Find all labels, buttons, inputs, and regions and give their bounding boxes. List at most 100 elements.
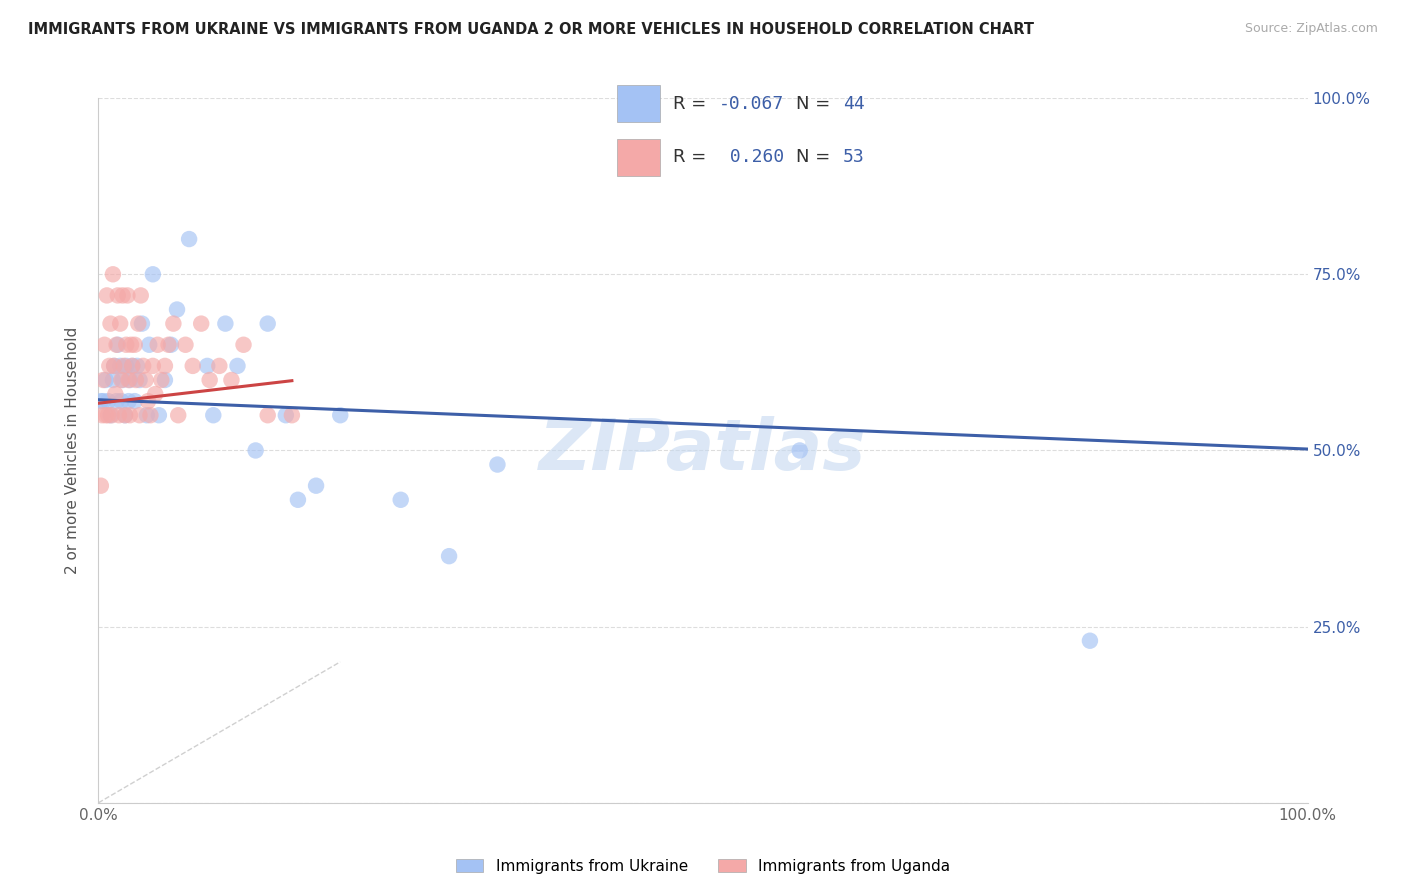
- Point: [103, 359, 125, 373]
- Point: [256, 317, 278, 331]
- Point: [111, 288, 134, 302]
- Y-axis label: 2 or more Vehicles in Household: 2 or more Vehicles in Household: [65, 326, 80, 574]
- Point: [118, 394, 141, 409]
- Point: [110, 394, 132, 409]
- Point: [195, 359, 218, 373]
- Point: [91, 409, 114, 423]
- Point: [146, 338, 169, 352]
- Point: [127, 317, 149, 331]
- Point: [110, 373, 132, 387]
- Point: [281, 409, 304, 423]
- Point: [214, 317, 236, 331]
- Point: [157, 338, 180, 352]
- Point: [202, 409, 225, 423]
- Point: [104, 387, 127, 401]
- Point: [143, 387, 166, 401]
- Text: N =: N =: [796, 148, 831, 166]
- Point: [103, 359, 125, 373]
- Point: [98, 359, 121, 373]
- Point: [135, 373, 157, 387]
- Point: [162, 317, 184, 331]
- Point: [118, 373, 141, 387]
- Point: [135, 409, 157, 423]
- Point: [91, 394, 114, 409]
- Point: [94, 409, 117, 423]
- Point: [128, 409, 150, 423]
- Point: [437, 549, 460, 564]
- Point: [138, 338, 160, 352]
- Text: ZIPatlas: ZIPatlas: [540, 416, 866, 485]
- Text: Source: ZipAtlas.com: Source: ZipAtlas.com: [1244, 22, 1378, 36]
- Point: [153, 373, 176, 387]
- Legend: Immigrants from Ukraine, Immigrants from Uganda: Immigrants from Ukraine, Immigrants from…: [450, 853, 956, 880]
- Point: [287, 492, 309, 507]
- Point: [114, 409, 136, 423]
- Point: [107, 288, 129, 302]
- Text: R =: R =: [672, 148, 706, 166]
- Point: [190, 317, 212, 331]
- Point: [108, 317, 131, 331]
- FancyBboxPatch shape: [617, 86, 661, 122]
- Point: [124, 394, 146, 409]
- Point: [107, 338, 129, 352]
- Point: [329, 409, 352, 423]
- Point: [167, 409, 190, 423]
- Point: [121, 359, 143, 373]
- Point: [90, 394, 112, 409]
- Point: [127, 359, 149, 373]
- Point: [256, 409, 278, 423]
- Point: [136, 394, 159, 409]
- Point: [125, 373, 148, 387]
- Point: [131, 317, 153, 331]
- Text: 53: 53: [842, 148, 865, 166]
- Text: IMMIGRANTS FROM UKRAINE VS IMMIGRANTS FROM UGANDA 2 OR MORE VEHICLES IN HOUSEHOL: IMMIGRANTS FROM UKRAINE VS IMMIGRANTS FR…: [28, 22, 1035, 37]
- Point: [124, 338, 146, 352]
- Point: [100, 409, 122, 423]
- Point: [305, 479, 328, 493]
- Point: [91, 373, 114, 387]
- Point: [274, 409, 297, 423]
- Point: [120, 338, 142, 352]
- Point: [198, 373, 221, 387]
- Point: [160, 338, 183, 352]
- Point: [142, 359, 165, 373]
- Point: [100, 317, 122, 331]
- Point: [150, 373, 173, 387]
- Point: [174, 338, 197, 352]
- Point: [105, 394, 128, 409]
- Point: [486, 458, 509, 472]
- Text: -0.067: -0.067: [718, 95, 785, 112]
- Point: [153, 359, 176, 373]
- Point: [105, 338, 128, 352]
- Point: [389, 492, 412, 507]
- Point: [179, 232, 201, 246]
- Point: [142, 268, 165, 282]
- Point: [114, 409, 136, 423]
- Point: [226, 359, 249, 373]
- Text: 44: 44: [842, 95, 865, 112]
- Point: [94, 373, 117, 387]
- Point: [166, 302, 188, 317]
- Point: [148, 409, 170, 423]
- Point: [118, 409, 141, 423]
- FancyBboxPatch shape: [617, 138, 661, 176]
- Point: [108, 409, 131, 423]
- Point: [115, 359, 138, 373]
- Point: [90, 479, 112, 493]
- Point: [789, 443, 811, 458]
- Point: [132, 359, 155, 373]
- Point: [115, 338, 138, 352]
- Point: [101, 268, 124, 282]
- Point: [245, 443, 267, 458]
- Point: [139, 409, 162, 423]
- Point: [96, 288, 118, 302]
- Point: [1078, 633, 1101, 648]
- Point: [121, 359, 143, 373]
- Text: 0.260: 0.260: [718, 148, 785, 166]
- Point: [111, 373, 134, 387]
- Point: [101, 373, 124, 387]
- Point: [128, 373, 150, 387]
- Text: R =: R =: [672, 95, 706, 112]
- Point: [232, 338, 254, 352]
- Point: [208, 359, 231, 373]
